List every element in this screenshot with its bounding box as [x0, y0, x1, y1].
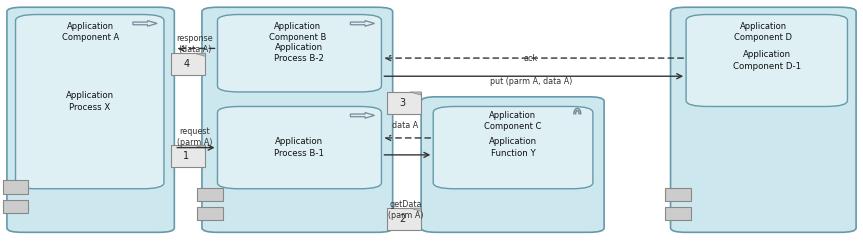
FancyBboxPatch shape [686, 15, 847, 106]
Text: Application
Component D: Application Component D [734, 22, 792, 42]
Text: 3: 3 [399, 98, 406, 108]
Text: Application
Process B-2: Application Process B-2 [274, 43, 324, 63]
Text: data A: data A [393, 121, 419, 130]
FancyBboxPatch shape [16, 15, 164, 189]
FancyBboxPatch shape [217, 15, 381, 92]
Text: put (parm A, data A): put (parm A, data A) [489, 77, 572, 86]
FancyBboxPatch shape [217, 106, 381, 189]
Bar [3, 200, 28, 213]
Text: 2: 2 [399, 214, 406, 224]
Polygon shape [194, 53, 205, 56]
Polygon shape [410, 208, 421, 211]
Bar [665, 188, 691, 201]
Text: 1: 1 [183, 151, 190, 161]
Text: ack: ack [524, 54, 538, 63]
Polygon shape [194, 145, 205, 148]
Text: Application
Component C: Application Component C [484, 111, 541, 131]
Text: Application
Function Y: Application Function Y [489, 137, 537, 158]
Text: Application
Component A: Application Component A [62, 22, 119, 42]
FancyBboxPatch shape [671, 7, 856, 232]
Bar [171, 53, 205, 75]
FancyBboxPatch shape [433, 106, 593, 189]
Text: 4: 4 [183, 59, 190, 69]
Text: Application
Component D-1: Application Component D-1 [733, 50, 801, 71]
Polygon shape [410, 92, 421, 95]
Text: request
(parm A): request (parm A) [177, 127, 213, 147]
Text: Application
Component B: Application Component B [268, 22, 326, 42]
Bar [197, 188, 223, 201]
Bar [387, 92, 421, 114]
Bar [171, 145, 205, 167]
Text: response
(data A): response (data A) [177, 34, 213, 54]
FancyBboxPatch shape [421, 97, 604, 232]
Text: getData
(parm A): getData (parm A) [387, 200, 424, 220]
Bar [197, 207, 223, 220]
Text: Application
Process B-1: Application Process B-1 [274, 137, 324, 158]
FancyBboxPatch shape [202, 7, 393, 232]
Text: Application
Process X: Application Process X [66, 91, 114, 112]
Bar [665, 207, 691, 220]
Bar [387, 208, 421, 230]
Bar [3, 180, 28, 194]
FancyBboxPatch shape [7, 7, 174, 232]
